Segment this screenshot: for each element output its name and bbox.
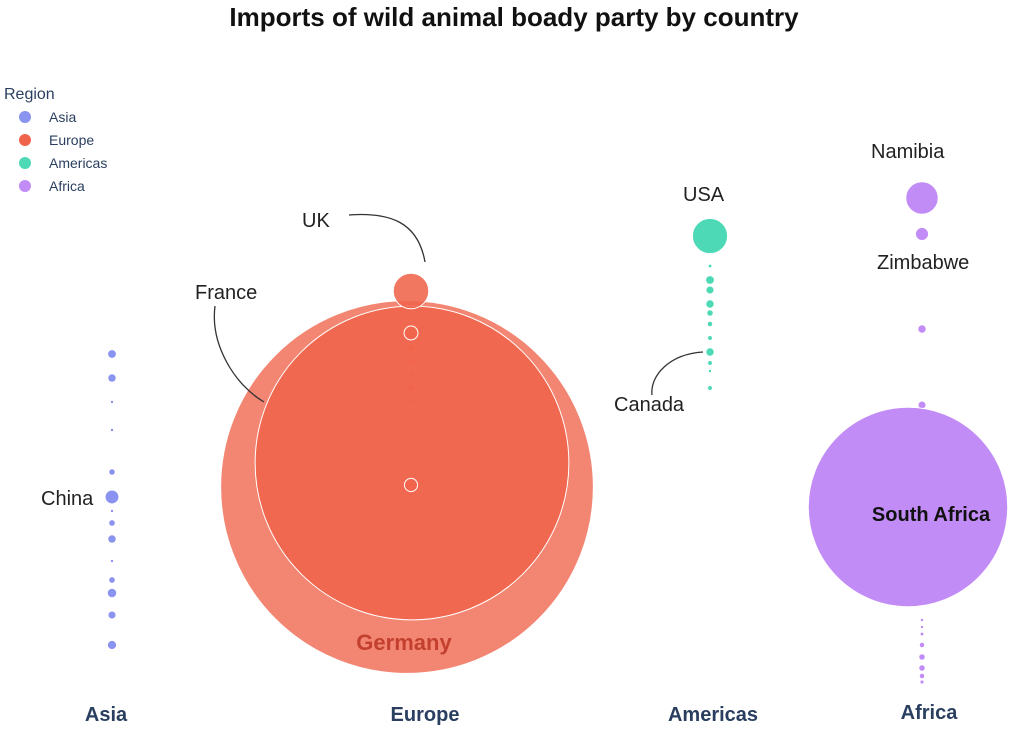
bubble-asia-4[interactable]	[109, 469, 115, 475]
legend-marker	[19, 111, 31, 123]
series-europe	[220, 272, 594, 674]
bubble-asia-7[interactable]	[109, 520, 115, 526]
france-connector	[213, 305, 265, 403]
bubble-asia-10[interactable]	[109, 577, 115, 583]
bubble-asia-1[interactable]	[108, 374, 116, 382]
legend: Region Asia Europe Americas Africa	[4, 86, 107, 194]
bubbles-layer	[104, 181, 1009, 684]
region-label-asia: Asia	[85, 704, 128, 726]
bubble-americas-3[interactable]	[705, 285, 715, 295]
bubble-europe-10[interactable]	[403, 477, 419, 493]
bubble-africa-13[interactable]	[920, 680, 924, 684]
bubble-asia-13[interactable]	[106, 639, 118, 651]
uk-connector	[348, 213, 426, 263]
bubble-asia-9[interactable]	[110, 559, 114, 563]
legend-item-europe[interactable]: Europe	[19, 132, 94, 148]
annotation-zimbabwe: Zimbabwe	[877, 252, 969, 274]
annotation-china: China	[41, 488, 94, 510]
bubble-south-africa[interactable]	[807, 406, 1009, 608]
series-africa	[807, 181, 1009, 684]
region-label-africa: Africa	[901, 702, 959, 724]
legend-title: Region	[4, 86, 55, 103]
bubble-asia-11[interactable]	[106, 587, 118, 599]
bubble-asia-2[interactable]	[110, 400, 114, 404]
bubble-uk[interactable]	[392, 272, 430, 310]
legend-item-americas[interactable]: Americas	[19, 155, 107, 171]
annotations: UK France USA Canada Namibia Zimbabwe Ch…	[41, 141, 991, 655]
bubble-americas-4[interactable]	[705, 299, 715, 309]
bubble-europe-7[interactable]	[408, 385, 414, 391]
bubble-americas-10[interactable]	[708, 369, 712, 373]
bubble-americas-2[interactable]	[706, 276, 714, 284]
legend-marker	[19, 180, 31, 192]
annotation-france: France	[195, 282, 257, 304]
bubble-africa-7[interactable]	[920, 625, 924, 629]
bubble-americas-1[interactable]	[708, 264, 712, 268]
bubble-asia-3[interactable]	[110, 428, 114, 432]
bubble-canada[interactable]	[706, 348, 714, 356]
legend-label: Africa	[49, 178, 85, 194]
bubble-zimbabwe[interactable]	[914, 226, 930, 242]
legend-label: Asia	[49, 109, 76, 125]
bubble-africa-9[interactable]	[919, 642, 925, 648]
bubble-americas-9[interactable]	[708, 361, 712, 365]
bubble-europe-4[interactable]	[407, 344, 415, 352]
annotation-usa: USA	[683, 184, 725, 206]
region-label-americas: Americas	[668, 704, 758, 726]
bubble-europe-8[interactable]	[408, 398, 414, 404]
bubble-africa-2[interactable]	[917, 324, 927, 334]
bubble-asia-6[interactable]	[110, 509, 114, 513]
bubble-asia-8[interactable]	[108, 535, 116, 543]
bubble-asia-0[interactable]	[108, 350, 116, 358]
annotation-uk: UK	[302, 210, 330, 232]
legend-item-asia[interactable]: Asia	[19, 109, 76, 125]
legend-label: Europe	[49, 132, 94, 148]
bubble-americas-6[interactable]	[707, 321, 713, 327]
legend-item-africa[interactable]: Africa	[19, 178, 85, 194]
legend-marker	[19, 134, 31, 146]
connectors	[213, 213, 704, 403]
canada-connector	[651, 351, 704, 396]
bubble-americas-11[interactable]	[708, 386, 712, 390]
bubble-asia-12[interactable]	[107, 610, 117, 620]
region-label-europe: Europe	[391, 704, 460, 726]
bubble-namibia[interactable]	[905, 181, 939, 215]
annotation-namibia: Namibia	[871, 141, 945, 163]
chart-title: Imports of wild animal boady party by co…	[229, 2, 799, 32]
bubble-europe-3[interactable]	[403, 325, 419, 341]
bubble-americas-5[interactable]	[707, 310, 713, 316]
series-asia	[104, 350, 120, 651]
bubble-africa-11[interactable]	[919, 665, 925, 671]
bubble-france[interactable]	[254, 305, 570, 621]
bubble-africa-8[interactable]	[920, 632, 924, 636]
bubble-africa-10[interactable]	[919, 654, 925, 660]
bubble-africa-6[interactable]	[920, 618, 924, 622]
annotation-germany: Germany	[356, 630, 452, 655]
bubble-europe-5[interactable]	[408, 358, 414, 364]
bubble-europe-9[interactable]	[409, 440, 413, 444]
annotation-south-africa: South Africa	[872, 504, 991, 526]
annotation-canada: Canada	[614, 394, 685, 416]
bubble-europe-6[interactable]	[408, 371, 414, 377]
bubble-africa-12[interactable]	[919, 673, 925, 679]
region-axis: Asia Europe Americas Africa	[85, 702, 958, 726]
legend-label: Americas	[49, 155, 107, 171]
bubble-americas-7[interactable]	[708, 336, 712, 340]
series-americas	[691, 217, 729, 390]
bubble-china[interactable]	[104, 489, 120, 505]
bubble-usa[interactable]	[691, 217, 729, 255]
legend-marker	[19, 157, 31, 169]
